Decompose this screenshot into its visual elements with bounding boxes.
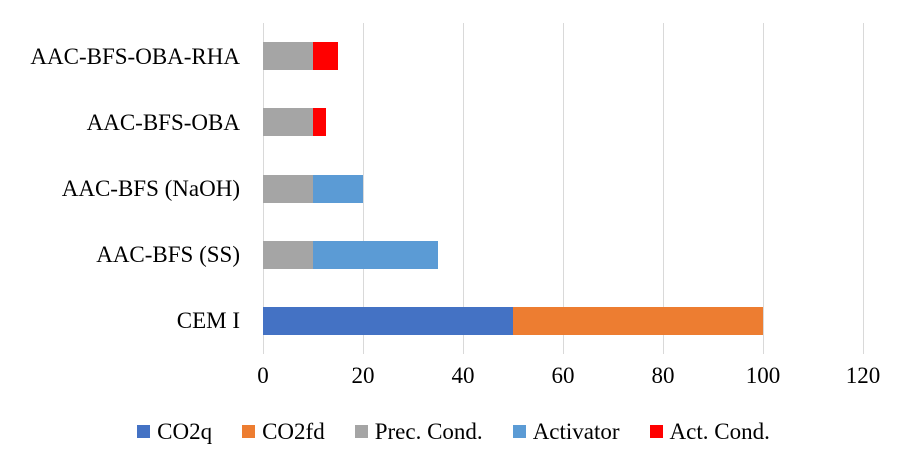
bar-segment-prec-cond <box>263 240 313 269</box>
gridline-x-80 <box>663 23 664 354</box>
gridline-x-120 <box>863 23 864 354</box>
gridline-x-100 <box>763 23 764 354</box>
gridline-x-60 <box>563 23 564 354</box>
x-tick-label-0: 0 <box>257 363 269 388</box>
legend-item-prec-cond: Prec. Cond. <box>354 419 483 444</box>
category-label: AAC-BFS (NaOH) <box>61 176 240 201</box>
bar-segment-prec-cond <box>263 108 313 137</box>
legend-label: CO2q <box>157 419 213 444</box>
x-tick-label-60: 60 <box>551 363 575 388</box>
bar-segment-prec-cond <box>263 174 313 203</box>
category-label: CEM I <box>176 308 240 334</box>
gridline-x-20 <box>363 23 364 354</box>
legend-label: CO2fd <box>262 419 325 444</box>
legend-item-co2q: CO2q <box>137 420 212 443</box>
bar-segment-act-cond <box>313 42 338 71</box>
category-label: AAC-BFS (SS) <box>96 242 240 268</box>
bar-segment-act-cond <box>313 108 326 137</box>
legend-swatch-icon <box>242 425 256 438</box>
legend-label: Prec. Cond. <box>374 419 483 444</box>
gridline-x-40 <box>463 23 464 354</box>
legend-item-activator: Activator <box>512 419 620 444</box>
legend-item-act-cond: Act. Cond. <box>649 419 770 444</box>
x-tick-label-20: 20 <box>351 363 375 388</box>
bar-segment-prec-cond <box>263 42 313 71</box>
bar-segment-co2q <box>263 306 513 335</box>
legend-label: Act. Cond. <box>669 419 770 444</box>
bar-segment-activator <box>313 174 363 203</box>
legend-swatch-icon <box>512 425 526 438</box>
bar-segment-co2fd <box>513 306 763 335</box>
chart-legend: CO2q CO2fd Prec. Cond. Activator Act. Cond. <box>0 420 907 443</box>
legend-swatch-icon <box>649 425 663 438</box>
legend-label: Activator <box>532 419 620 444</box>
x-tick-label-80: 80 <box>651 363 675 388</box>
legend-swatch-icon <box>137 425 151 438</box>
x-tick-label-120: 120 <box>845 363 881 388</box>
category-label: AAC-BFS-OBA-RHA <box>30 43 240 69</box>
legend-item-co2fd: CO2fd <box>242 420 325 443</box>
x-tick-label-40: 40 <box>451 363 475 388</box>
bar-segment-activator <box>313 240 438 269</box>
x-tick-label-100: 100 <box>745 363 781 388</box>
legend-swatch-icon <box>354 425 368 438</box>
category-label: AAC-BFS-OBA <box>86 109 240 135</box>
